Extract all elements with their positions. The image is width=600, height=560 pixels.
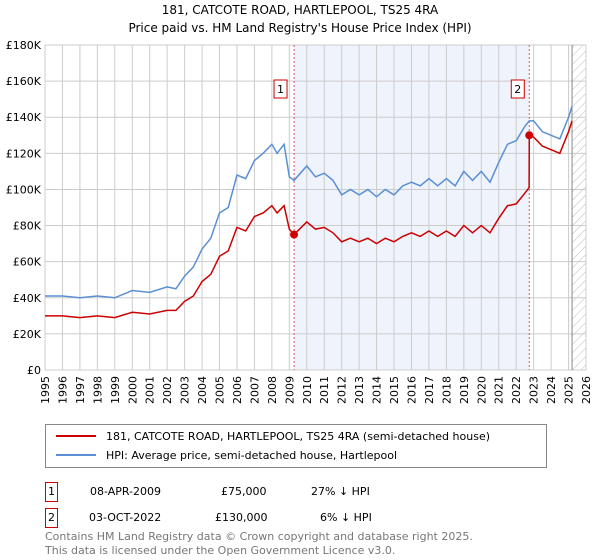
x-tick-label: 1997 — [74, 376, 87, 404]
y-tick-label: £140K — [6, 111, 42, 124]
chart-subtitle: Price paid vs. HM Land Registry's House … — [128, 21, 471, 35]
x-tick-label: 2023 — [528, 376, 541, 404]
x-tick-label: 2012 — [336, 376, 349, 404]
sale-price: £75,000 — [221, 485, 267, 498]
x-tick-label: 1998 — [91, 376, 104, 404]
property-series-line — [45, 120, 573, 319]
sale-diff: 27% ↓ HPI — [311, 485, 370, 498]
sale-badge: 2 — [45, 508, 58, 528]
legend-label: HPI: Average price, semi-detached house,… — [106, 448, 398, 462]
x-tick-label: 2020 — [475, 376, 488, 404]
price-chart: 181, CATCOTE ROAD, HARTLEPOOL, TS25 4RA … — [6, 3, 593, 404]
y-tick-label: £0 — [27, 364, 41, 377]
x-tick-label: 2003 — [179, 376, 192, 404]
y-tick-label: £20K — [13, 328, 42, 341]
x-tick-label: 2008 — [266, 376, 279, 404]
x-tick-label: 2002 — [161, 376, 174, 404]
x-tick-label: 2015 — [388, 376, 401, 404]
y-tick-label: £60K — [13, 256, 42, 269]
y-tick-label: £120K — [6, 147, 42, 160]
hpi-series-line — [45, 106, 573, 299]
sale-annotation-box — [510, 79, 525, 99]
footer-line: This data is licensed under the Open Gov… — [45, 544, 396, 557]
x-tick-label: 2016 — [405, 376, 418, 404]
sale-date: 03-OCT-2022 — [89, 511, 162, 524]
x-tick-label: 2011 — [318, 376, 331, 404]
x-tick-label: 2021 — [493, 376, 506, 404]
x-tick-label: 2014 — [371, 376, 384, 404]
y-tick-label: £80K — [13, 220, 42, 233]
sale-badge: 1 — [45, 482, 58, 502]
sale-point — [525, 131, 534, 140]
legend-item-hpi: HPI: Average price, semi-detached house,… — [56, 447, 397, 463]
x-tick-label: 2025 — [563, 376, 576, 404]
y-tick-label: £40K — [13, 292, 42, 305]
sale-diff: 6% ↓ HPI — [320, 511, 372, 524]
x-tick-label: 2005 — [214, 376, 227, 404]
x-tick-label: 2026 — [580, 376, 593, 404]
y-tick-label: £160K — [6, 75, 42, 88]
chart-title: 181, CATCOTE ROAD, HARTLEPOOL, TS25 4RA — [162, 3, 439, 17]
footer-line: Contains HM Land Registry data © Crown c… — [45, 530, 473, 543]
sale-annotation-box — [273, 79, 288, 99]
y-tick-label: £180K — [6, 39, 42, 52]
sale-row-1: 1 08-APR-2009 £75,000 27% ↓ HPI — [45, 482, 445, 502]
x-tick-label: 2019 — [458, 376, 471, 404]
legend-label: 181, CATCOTE ROAD, HARTLEPOOL, TS25 4RA … — [106, 429, 491, 443]
x-tick-label: 2006 — [231, 376, 244, 404]
y-tick-label: £100K — [6, 183, 42, 196]
sale-date: 08-APR-2009 — [90, 485, 162, 498]
sale-point — [290, 230, 299, 239]
x-tick-label: 1996 — [56, 376, 69, 404]
x-tick-label: 1999 — [109, 376, 122, 404]
x-tick-label: 2000 — [126, 376, 139, 404]
x-tick-label: 1995 — [39, 376, 52, 404]
x-tick-label: 2007 — [248, 376, 261, 404]
x-tick-label: 2004 — [196, 376, 209, 404]
footer: Contains HM Land Registry data © Crown c… — [45, 530, 473, 558]
sale-annotation-label: 1 — [277, 83, 284, 96]
x-tick-label: 2001 — [144, 376, 157, 404]
x-tick-label: 2010 — [301, 376, 314, 404]
x-tick-label: 2009 — [283, 376, 296, 404]
x-tick-label: 2017 — [423, 376, 436, 404]
x-tick-label: 2022 — [510, 376, 523, 404]
x-tick-label: 2013 — [353, 376, 366, 404]
legend-item-property: 181, CATCOTE ROAD, HARTLEPOOL, TS25 4RA … — [56, 428, 490, 444]
sale-price: £130,000 — [215, 511, 268, 524]
x-tick-label: 2018 — [440, 376, 453, 404]
sale-row-2: 2 03-OCT-2022 £130,000 6% ↓ HPI — [45, 508, 445, 528]
sale-annotation-label: 2 — [514, 83, 521, 96]
legend: 181, CATCOTE ROAD, HARTLEPOOL, TS25 4RA … — [45, 424, 547, 468]
x-tick-label: 2024 — [545, 376, 558, 404]
forecast-hatch — [572, 45, 586, 370]
